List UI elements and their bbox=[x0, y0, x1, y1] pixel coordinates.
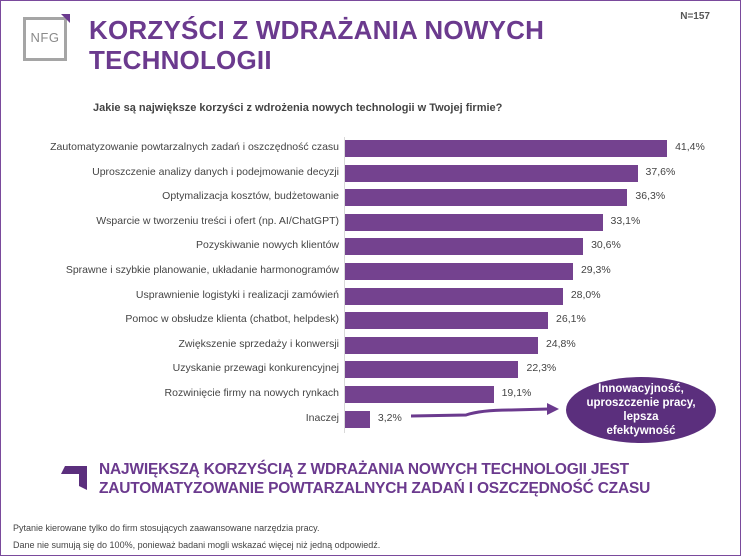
bar bbox=[345, 312, 549, 330]
chart-row: Uzyskanie przewagi konkurencyjnej 22,3% bbox=[1, 358, 741, 382]
logo-text: NFG bbox=[30, 30, 60, 45]
category-label: Pomoc w obsłudze klienta (chatbot, helpd… bbox=[125, 313, 339, 326]
value-label: 28,0% bbox=[570, 288, 601, 301]
category-label: Inaczej bbox=[305, 411, 339, 424]
value-label: 37,6% bbox=[645, 165, 676, 178]
category-label: Rozwinięcie firmy na nowych rynkach bbox=[164, 387, 339, 399]
callout-bubble: Innowacyjność, uproszczenie pracy, lepsz… bbox=[566, 377, 716, 443]
bar bbox=[345, 213, 603, 231]
bar bbox=[345, 386, 494, 403]
callout-line-1: Innowacyjność, bbox=[598, 383, 684, 395]
value-label: 36,3% bbox=[635, 190, 666, 203]
value-label: 24,8% bbox=[545, 337, 576, 350]
bar bbox=[345, 336, 538, 354]
chart-row: Rozwinięcie firmy na nowych rynkach 19,1% bbox=[1, 383, 741, 407]
bar bbox=[345, 263, 573, 280]
category-label: Optymalizacja kosztów, budżetowanie bbox=[162, 190, 339, 203]
title-line-2: TECHNOLOGII bbox=[89, 45, 272, 75]
callout-line-2: uproszczenie pracy, lepsza bbox=[586, 397, 696, 423]
value-label: 30,6% bbox=[591, 239, 621, 252]
value-label: 19,1% bbox=[501, 387, 532, 399]
chart-row: Pomoc w obsłudze klienta (chatbot, helpd… bbox=[1, 309, 741, 333]
category-label: Wsparcie w tworzeniu treści i ofert (np.… bbox=[96, 214, 339, 227]
arrow-icon bbox=[411, 403, 559, 418]
category-label: Usprawnienie logistyki i realizacji zamó… bbox=[135, 288, 339, 301]
logo-corner-icon bbox=[61, 14, 70, 23]
footnote-2: Dane nie sumują się do 100%, ponieważ ba… bbox=[13, 540, 381, 550]
chart-row: Inaczej 3,2% bbox=[1, 408, 741, 432]
bar-chart: Zautomatyzowanie powtarzalnych zadań i o… bbox=[1, 137, 741, 435]
value-label: 22,3% bbox=[526, 362, 557, 375]
chart-row: Zwiększenie sprzedaży i konwersji 24,8% bbox=[1, 334, 741, 358]
bar bbox=[345, 287, 563, 305]
bar bbox=[345, 238, 584, 256]
bar bbox=[345, 410, 370, 428]
value-label: 41,4% bbox=[675, 141, 705, 153]
key-takeaway: NAJWIĘKSZĄ KORZYŚCIĄ Z WDRAŻANIA NOWYCH … bbox=[99, 460, 650, 498]
chart-row: Wsparcie w tworzeniu treści i ofert (np.… bbox=[1, 211, 741, 235]
corner-arrow-icon bbox=[61, 466, 87, 490]
category-label: Uproszczenie analizy danych i podejmowan… bbox=[92, 165, 339, 178]
category-label: Sprawne i szybkie planowanie, układanie … bbox=[65, 264, 339, 276]
value-label: 3,2% bbox=[377, 411, 402, 424]
category-label: Uzyskanie przewagi konkurencyjnej bbox=[172, 362, 339, 375]
chart-row: Zautomatyzowanie powtarzalnych zadań i o… bbox=[1, 137, 741, 161]
chart-row: Sprawne i szybkie planowanie, układanie … bbox=[1, 260, 741, 284]
sample-size-badge: N=157 bbox=[680, 11, 710, 22]
chart-question: Jakie są największe korzyści z wdrożenia… bbox=[93, 102, 503, 114]
chart-row: Uproszczenie analizy danych i podejmowan… bbox=[1, 162, 741, 186]
bar bbox=[345, 140, 668, 157]
bar bbox=[345, 189, 628, 207]
bar bbox=[345, 361, 519, 379]
chart-axis bbox=[344, 137, 345, 433]
title-line-1: KORZYŚCI Z WDRAŻANIA NOWYCH bbox=[89, 15, 545, 45]
takeaway-line-1: NAJWIĘKSZĄ KORZYŚCIĄ Z WDRAŻANIA NOWYCH … bbox=[99, 461, 629, 478]
category-label: Zwiększenie sprzedaży i konwersji bbox=[178, 337, 339, 350]
category-label: Pozyskiwanie nowych klientów bbox=[196, 239, 339, 252]
value-label: 33,1% bbox=[610, 214, 641, 227]
chart-row: Pozyskiwanie nowych klientów 30,6% bbox=[1, 235, 741, 259]
bar bbox=[345, 164, 638, 182]
value-label: 29,3% bbox=[580, 264, 611, 276]
chart-row: Usprawnienie logistyki i realizacji zamó… bbox=[1, 285, 741, 309]
nfg-logo: NFG bbox=[23, 14, 71, 65]
callout-line-3: efektywność bbox=[606, 425, 676, 437]
chart-row: Optymalizacja kosztów, budżetowanie 36,3% bbox=[1, 186, 741, 210]
logo-square-icon bbox=[23, 17, 67, 61]
category-label: Zautomatyzowanie powtarzalnych zadań i o… bbox=[50, 141, 339, 153]
value-label: 26,1% bbox=[556, 313, 586, 326]
footnote-1: Pytanie kierowane tylko do firm stosując… bbox=[13, 523, 320, 533]
takeaway-line-2: ZAUTOMATYZOWANIE POWTARZALNYCH ZADAŃ I O… bbox=[99, 480, 651, 497]
page-title: KORZYŚCI Z WDRAŻANIA NOWYCH TECHNOLOGII bbox=[89, 15, 609, 75]
